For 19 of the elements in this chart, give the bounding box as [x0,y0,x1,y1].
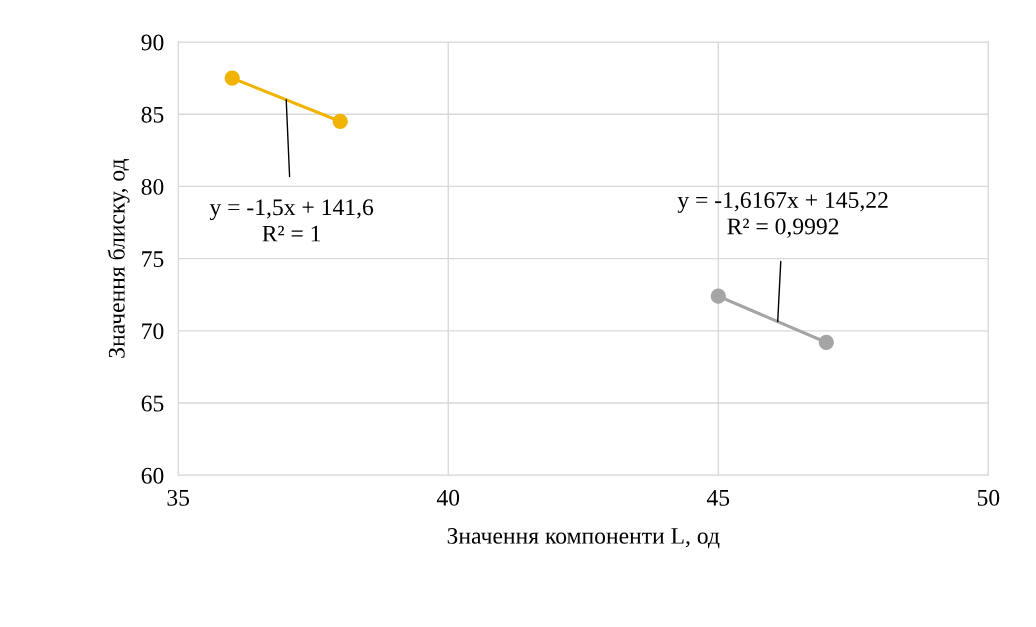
y-tick-label: 90 [141,34,164,51]
x-axis-title: Значення компоненти L, од [447,527,720,549]
y-tick-label: 80 [141,178,164,195]
point [818,334,834,351]
y-tick-label: 60 [141,467,164,484]
y-axis-title: Значення блиску, од [107,159,130,358]
y-tick-label: 70 [142,323,164,340]
point [224,70,240,86]
x-tick-label: 40 [436,489,460,506]
y-tick-label: 65 [141,395,164,412]
x-tick-label: 45 [706,490,730,506]
x-tick-label: 35 [167,489,190,506]
x-tick-label: 50 [977,489,1000,506]
point [332,113,348,130]
point [710,288,726,304]
y-tick-label: 75 [142,251,164,268]
annotation: y = -1,5x + 141,6 R² = 1 [209,199,374,242]
annotation: y = -1,6167x + 145,22 R² = 0,9992 [677,192,888,238]
y-tick-label: 85 [141,106,164,123]
